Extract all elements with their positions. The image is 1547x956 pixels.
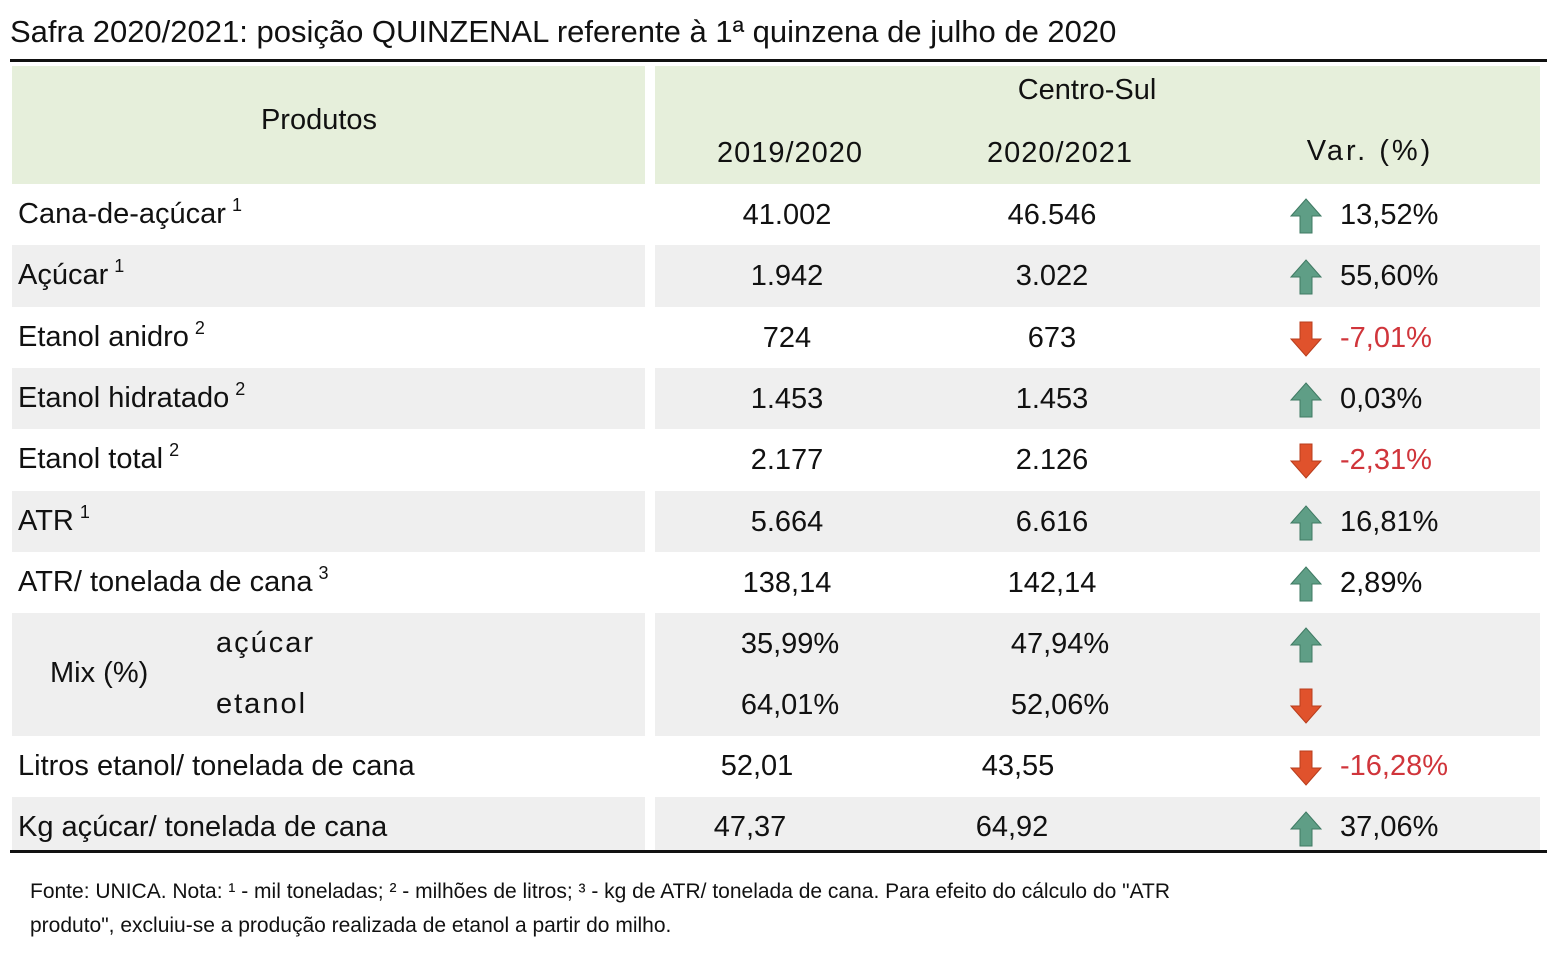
row-bg [12,490,645,552]
arrow-up [1289,566,1323,602]
cell-var: -2,31% [1340,444,1432,477]
cell-v1: 1.453 [750,382,824,415]
row-label-text: Etanol hidratado [18,381,230,414]
arrow-up [1289,259,1323,295]
row-bg [12,797,645,850]
arrow-down [1289,443,1323,479]
row-bg [12,367,645,430]
cell-v2: 1.453 [1015,382,1089,415]
header-products: Produtos [260,104,378,136]
row-note: 1 [231,195,242,215]
row-label: Litros etanol/ tonelada de cana [18,749,415,782]
row-label: Açúcar 1 [18,256,124,292]
cell-v2: 3.022 [1015,260,1089,293]
cell-v1: 64,01% [740,689,840,722]
row-bg [655,245,1540,307]
cell-v1: 41.002 [742,199,832,231]
cell-v1: 2.177 [750,444,824,477]
row-bg [12,613,645,736]
cell-var: -16,28% [1340,749,1449,782]
arrow-down [1289,688,1323,725]
row-note: 3 [318,562,329,583]
cell-v2: 52,06% [1010,689,1110,722]
title: Safra 2020/2021: posição QUINZENAL refer… [10,14,1117,49]
cell-var: 0,03% [1340,382,1423,415]
cell-v2: 6.616 [1015,505,1089,538]
header-col2: 2020/2021 [986,137,1134,169]
row-label-text: Etanol anidro [18,320,189,353]
arrow-up [1289,198,1323,234]
bottom-rule [10,850,1547,853]
cell-v2: 673 [1027,321,1077,354]
row-note: 2 [194,317,205,338]
row-label-text: Cana-de-açúcar [18,198,226,230]
arrow-down [1289,750,1323,786]
cell-v1: 5.664 [750,505,824,538]
cell-var: 55,60% [1340,260,1439,293]
row-bg [655,490,1540,552]
row-note: 2 [235,378,246,399]
footnote: produto", excluiu-se a produção realizad… [30,914,672,937]
row-label: Kg açúcar/ tonelada de cana [18,811,388,843]
row-bg [655,367,1540,430]
row-label: ATR/ tonelada de cana 3 [18,563,329,599]
arrow-down [1289,321,1323,357]
cell-var: 13,52% [1340,199,1439,231]
cell-v1: 1.942 [750,260,824,293]
footnote: Fonte: UNICA. Nota: ¹ - mil toneladas; ²… [30,880,1171,903]
row-label-text: ATR/ tonelada de cana [18,565,313,598]
arrow-up [1289,504,1323,540]
cell-v2: 2.126 [1015,444,1089,477]
cell-var: -7,01% [1340,321,1432,354]
row-label-text: Etanol total [18,443,164,476]
row-bg [655,797,1540,850]
rule [10,59,1547,62]
cell-var: 2,89% [1340,566,1423,599]
row-label: Cana-de-açúcar 1 [18,195,242,231]
row-label: Etanol total 2 [18,440,179,476]
row-bg [12,245,645,307]
header-col1: 2019/2020 [716,137,864,169]
row-note: 2 [169,440,180,461]
cell-v1: 724 [762,321,812,354]
header-var: Var. (%) [1306,135,1434,167]
row-note: 1 [79,501,90,522]
mix-sub-label: açúcar [216,627,316,660]
arrow-up [1289,382,1323,418]
row-label-text: Açúcar [18,259,109,292]
row-label: Etanol anidro 2 [18,318,205,354]
row-label-text: ATR [18,504,74,537]
mix-label: Mix (%) [50,657,149,690]
cell-v2: 142,14 [1007,566,1097,599]
cell-var: 16,81% [1340,505,1439,538]
header-bg [12,66,645,184]
cell-v1: 52,01 [720,749,794,782]
row-bg [655,613,1540,736]
cell-v2: 43,55 [981,749,1055,782]
mix-sub-label: etanol [216,688,308,721]
header-bg [655,66,1540,184]
cell-v2: 47,94% [1010,628,1110,661]
cell-v1: 35,99% [740,628,840,661]
row-label: Etanol hidratado 2 [18,379,245,415]
header-region: Centro-Sul [1017,74,1157,106]
cell-v2: 46.546 [1007,199,1097,231]
cell-v2: 64,92 [975,811,1049,843]
cell-v1: 138,14 [742,566,832,599]
arrow-up [1289,811,1323,847]
arrow-up [1289,627,1323,663]
cell-var: 37,06% [1340,811,1439,843]
row-note: 1 [114,256,125,277]
row-label: ATR 1 [18,502,90,538]
cell-v1: 47,37 [713,811,787,843]
